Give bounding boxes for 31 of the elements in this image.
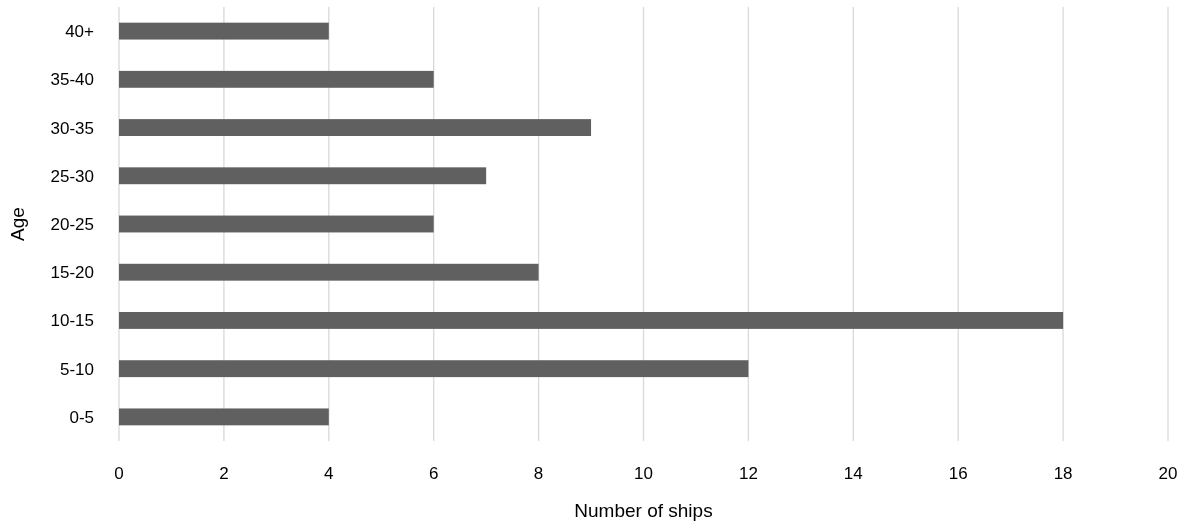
y-tick-label: 40+ [65, 22, 95, 42]
bar [119, 70, 434, 88]
y-tick-label: 0-5 [69, 407, 94, 427]
x-tick-label: 4 [324, 464, 334, 483]
x-tick-label: 10 [634, 464, 653, 483]
bar [119, 167, 487, 185]
x-tick-label: 14 [843, 464, 863, 483]
y-tick-label: 25-30 [50, 166, 94, 186]
bar [119, 263, 539, 281]
y-tick-label: 10-15 [50, 311, 94, 331]
y-axis-title: Age [7, 207, 28, 241]
y-tick-label: 35-40 [50, 70, 94, 90]
bar [119, 22, 329, 40]
x-tick-label: 16 [948, 464, 968, 483]
bar [119, 215, 434, 233]
bar [119, 360, 749, 378]
x-tick-label: 20 [1158, 464, 1178, 483]
x-tick-label: 12 [738, 464, 758, 483]
x-tick-label: 8 [533, 464, 544, 483]
bar [119, 119, 592, 136]
y-tick-label: 30-35 [50, 118, 94, 138]
y-tick-label: 15-20 [50, 263, 94, 283]
x-tick-label: 2 [219, 464, 229, 483]
x-tick-label: 6 [428, 464, 439, 483]
x-axis-title: Number of ships [574, 500, 713, 521]
x-tick-label: 18 [1053, 464, 1073, 483]
bar [119, 312, 1064, 329]
y-tick-label: 20-25 [50, 214, 94, 234]
bar [119, 408, 329, 426]
x-tick-label: 0 [114, 464, 124, 483]
y-tick-label: 5-10 [59, 359, 94, 379]
